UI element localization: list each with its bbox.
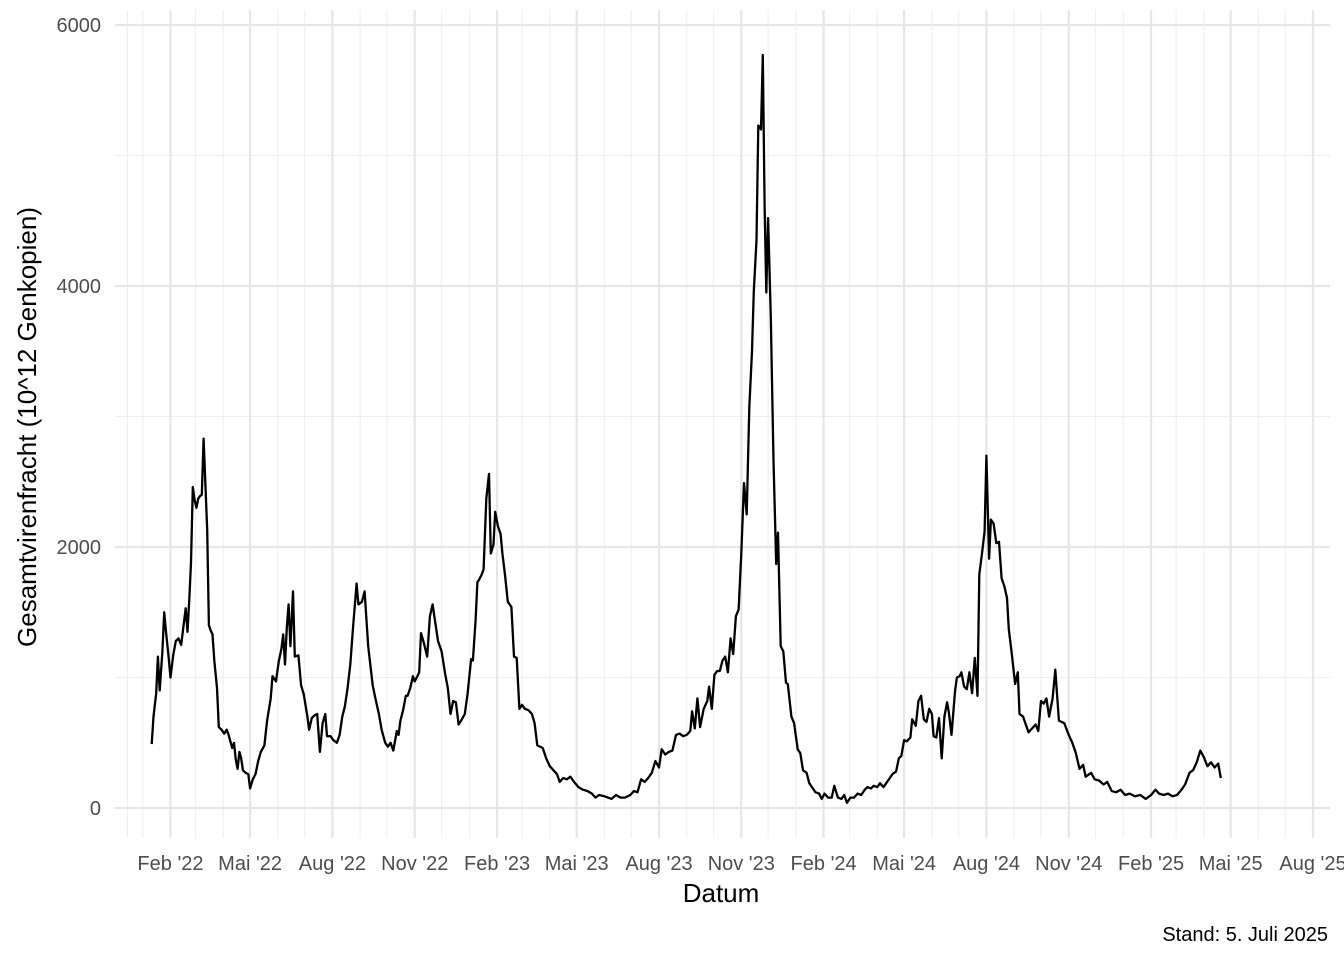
x-tick-label: Nov '24 xyxy=(1035,853,1102,875)
x-tick-label: Aug '25 xyxy=(1279,853,1344,875)
x-tick-label: Feb '22 xyxy=(137,853,203,875)
series-line xyxy=(150,53,1222,804)
x-tick-label: Mai '23 xyxy=(545,853,609,875)
y-axis-ticks: 0 2000 4000 6000 xyxy=(57,15,102,820)
caption-stand: Stand: 5. Juli 2025 xyxy=(1162,924,1328,946)
x-tick-label: Aug '22 xyxy=(299,853,366,875)
grid-lines xyxy=(115,10,1330,838)
x-tick-label: Nov '23 xyxy=(708,853,775,875)
y-tick-label: 6000 xyxy=(57,15,102,37)
x-tick-label: Mai '25 xyxy=(1199,853,1263,875)
series-layer xyxy=(150,53,1222,804)
x-tick-label: Feb '23 xyxy=(464,853,530,875)
x-tick-label: Nov '22 xyxy=(381,853,448,875)
x-tick-label: Aug '23 xyxy=(625,853,692,875)
x-tick-label: Aug '24 xyxy=(953,853,1020,875)
x-tick-label: Feb '24 xyxy=(791,853,857,875)
x-axis-ticks: Feb '22 Mai '22 Aug '22 Nov '22 Feb '23 Mai '… xyxy=(137,853,1344,875)
y-tick-label: 2000 xyxy=(57,537,102,559)
y-axis-title: Gesamtvirenfracht (10^12 Genkopien) xyxy=(12,207,42,647)
x-tick-label: Mai '24 xyxy=(872,853,936,875)
x-tick-label: Feb '25 xyxy=(1118,853,1184,875)
x-tick-label: Mai '22 xyxy=(218,853,282,875)
y-tick-label: 4000 xyxy=(57,276,102,298)
y-tick-label: 0 xyxy=(90,798,101,820)
x-axis-title: Datum xyxy=(683,878,760,908)
